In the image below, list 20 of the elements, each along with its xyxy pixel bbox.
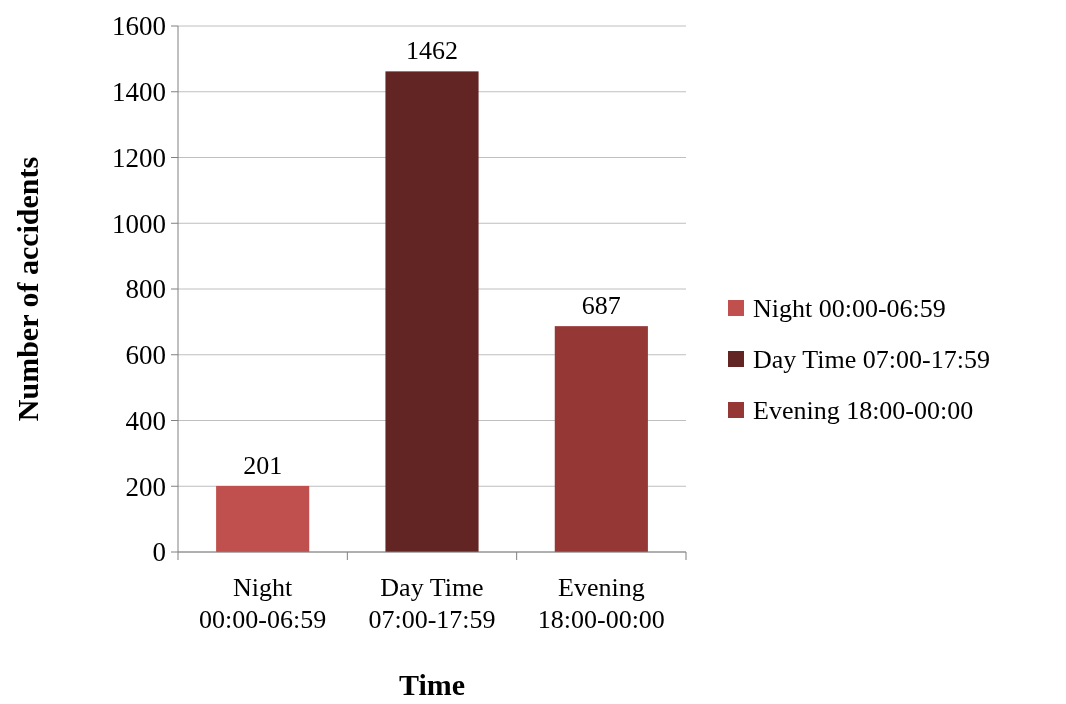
y-tick-label: 1200	[112, 142, 166, 173]
y-tick-label: 1000	[112, 208, 166, 239]
x-tick-label: Day Time 07:00-17:59	[368, 573, 496, 634]
legend-label: Night 00:00-06:59	[753, 294, 946, 324]
x-axis-title: Time	[398, 668, 466, 701]
x-tick-label: Evening 18:00-00:00	[537, 573, 665, 634]
y-tick-label: 400	[125, 405, 166, 436]
y-tick-label: 800	[125, 274, 166, 305]
x-tick-label: Night 00:00-06:59	[199, 573, 327, 634]
y-tick-label: 1600	[112, 11, 166, 42]
data-label: 687	[581, 291, 621, 321]
y-tick-label: 1400	[112, 77, 166, 108]
legend-label: Evening 18:00-00:00	[753, 396, 974, 426]
data-label: 201	[243, 450, 283, 480]
y-tick-label: 200	[125, 471, 166, 502]
data-label: 1462	[406, 36, 458, 66]
y-axis-title: Number of accidents	[11, 156, 44, 422]
legend-label: Day Time 07:00-17:59	[753, 345, 990, 375]
y-tick-label: 600	[125, 340, 166, 371]
y-tick-label: 0	[152, 537, 166, 568]
